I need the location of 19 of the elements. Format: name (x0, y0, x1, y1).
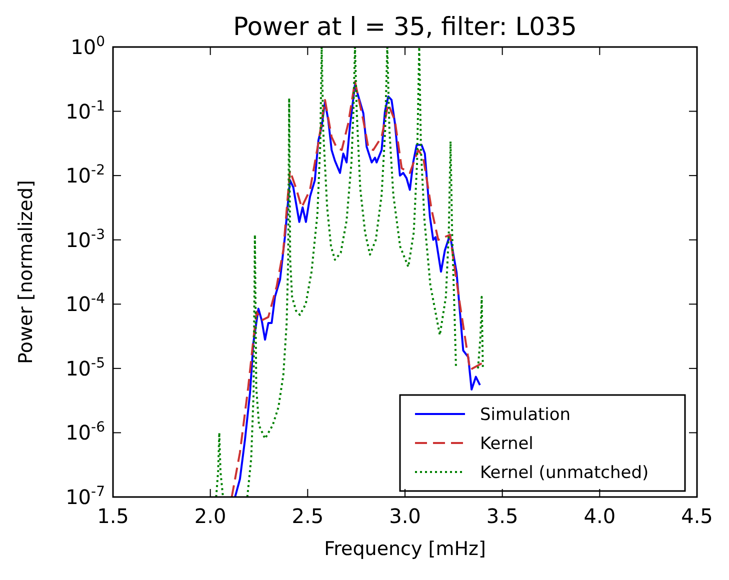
y-tick-label: 10$^{-6}$ (66, 420, 106, 445)
y-axis-title: Power [normalized] (15, 180, 37, 364)
y-tick-label: 10$^{-1}$ (66, 98, 105, 124)
x-tick-label: 2.5 (292, 504, 324, 528)
chart-title: Power at l = 35, filter: L035 (233, 12, 577, 41)
y-tick-label: 10$^{-4}$ (66, 291, 106, 316)
x-tick-label: 3.0 (389, 504, 421, 528)
legend-label: Kernel (480, 434, 534, 454)
x-tick-label: 3.5 (486, 504, 518, 528)
y-tick-label: 10$^{0}$ (70, 34, 105, 59)
legend-label: Simulation (480, 405, 571, 425)
legend-label: Kernel (unmatched) (480, 463, 649, 483)
x-axis-title: Frequency [mHz] (324, 538, 486, 560)
y-tick-label: 10$^{-3}$ (66, 226, 105, 252)
x-tick-label: 4.5 (681, 504, 713, 528)
y-tick-label: 10$^{-2}$ (66, 162, 105, 188)
x-tick-label: 4.0 (584, 504, 616, 528)
y-tick-label: 10$^{-5}$ (66, 355, 105, 380)
x-tick-label: 2.0 (194, 504, 226, 528)
